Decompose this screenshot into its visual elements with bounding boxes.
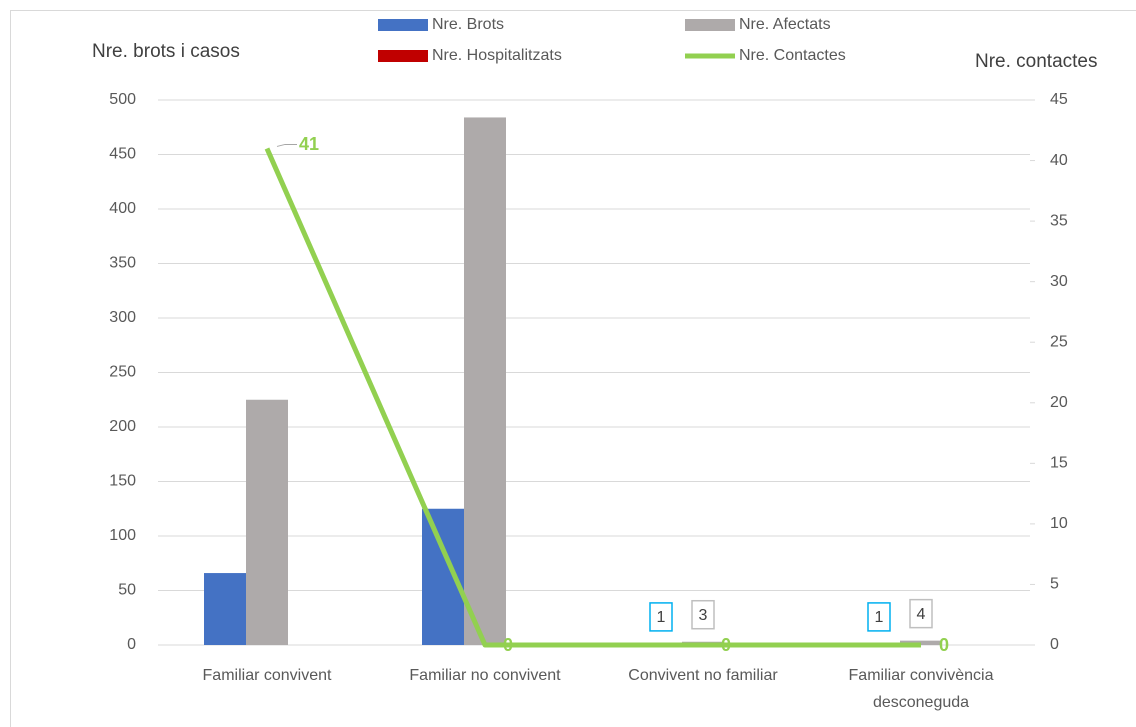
data-label: 4	[917, 606, 926, 623]
y-tick-label: 50	[118, 582, 136, 599]
y2-tick-label: 40	[1050, 152, 1068, 169]
data-label: 0	[939, 635, 949, 655]
y2-tick-label: 25	[1050, 333, 1068, 350]
legend-label: Nre. Brots	[432, 16, 504, 33]
data-label: 0	[503, 635, 513, 655]
y-tick-label: 0	[127, 636, 136, 653]
y-tick-label: 150	[109, 473, 136, 490]
y2-axis-title: Nre. contactes	[975, 51, 1098, 72]
data-label: 41	[299, 134, 319, 154]
data-label: 0	[721, 635, 731, 655]
legend-swatch	[378, 50, 428, 62]
data-label: 1	[657, 609, 666, 626]
legend-swatch	[378, 19, 428, 31]
legend-label: Nre. Hospitalitzats	[432, 47, 562, 64]
data-label: 3	[699, 607, 708, 624]
y-tick-label: 250	[109, 364, 136, 381]
label-box	[691, 599, 715, 630]
chart-frame	[10, 10, 1136, 727]
y2-tick-label: 35	[1050, 212, 1068, 229]
x-tick-label: Convivent no familiar	[628, 667, 778, 684]
label-box	[867, 602, 891, 632]
legend-swatch	[685, 19, 735, 31]
y2-tick-label: 10	[1050, 515, 1068, 532]
legend-label: Nre. Contactes	[739, 47, 846, 64]
y-tick-label: 300	[109, 309, 136, 326]
y2-tick-label: 5	[1050, 576, 1059, 593]
y2-tick-label: 15	[1050, 455, 1068, 472]
y-tick-label: 100	[109, 527, 136, 544]
y2-tick-label: 20	[1050, 394, 1068, 411]
y2-tick-label: 45	[1050, 91, 1068, 108]
bar	[246, 399, 288, 645]
legend-label: Nre. Afectats	[739, 16, 831, 33]
line	[264, 147, 921, 648]
y-tick-label: 350	[109, 255, 136, 272]
y-tick-label: 450	[109, 146, 136, 163]
y2-tick-label: 0	[1050, 636, 1059, 653]
y-axis-title: Nre. brots i casos	[92, 41, 240, 62]
y-tick-label: 500	[109, 91, 136, 108]
x-tick-label: Familiar no convivent	[409, 667, 561, 684]
data-label: 1	[875, 609, 884, 626]
y-tick-label: 400	[109, 200, 136, 217]
y2-tick-label: 30	[1050, 273, 1068, 290]
x-tick-label: Familiar convivència desconeguda	[849, 667, 994, 711]
leader-line	[276, 143, 297, 147]
bar	[204, 573, 246, 645]
label-box	[649, 602, 673, 632]
x-tick-label: Familiar convivent	[203, 667, 332, 684]
y-tick-label: 200	[109, 418, 136, 435]
label-box	[909, 598, 933, 629]
bar	[464, 117, 506, 645]
